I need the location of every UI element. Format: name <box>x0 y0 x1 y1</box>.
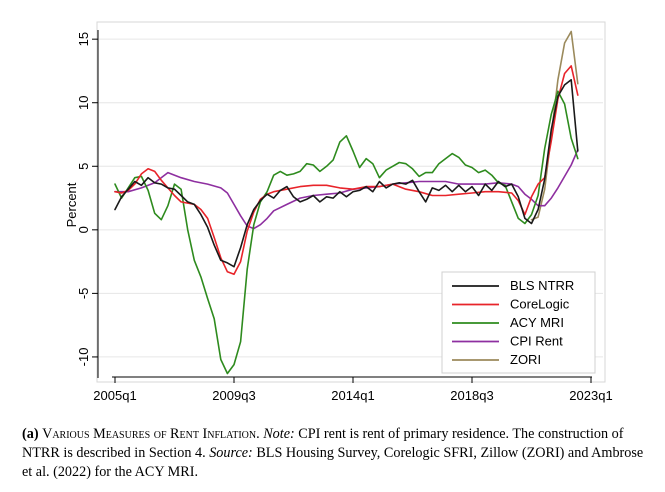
x-tick-label: 2005q1 <box>93 388 136 403</box>
series-line-corelogic <box>114 65 579 276</box>
legend-label: BLS NTRR <box>510 278 574 293</box>
caption-source-text: BLS Housing Survey, Corelogic SFRI, Zill… <box>22 445 644 480</box>
series-line-zori <box>530 30 579 221</box>
legend-label: ZORI <box>510 352 541 367</box>
x-tick-label: 2014q1 <box>331 388 374 403</box>
caption-title: Various Measures of Rent Inflation. <box>42 426 260 442</box>
plot-series <box>114 30 579 375</box>
line-chart: 15 10 5 0 -5 -10 2005q1 2009q3 2014q1 2018q3 2023… <box>64 21 613 403</box>
x-tick-label: 2018q3 <box>450 388 493 403</box>
legend-items: BLS NTRR CoreLogic ACY MRI CPI Rent ZORI <box>452 278 574 367</box>
figure-caption: (a) Various Measures of Rent Inflation. … <box>22 425 647 482</box>
y-tick-label: -10 <box>76 348 91 367</box>
x-axis-ticks: 2005q1 2009q3 2014q1 2018q3 2023q1 <box>93 377 613 403</box>
caption-label: (a) <box>22 426 39 442</box>
caption-note-text: CPI rent is rent of primary residence. T… <box>22 426 624 461</box>
legend-label: ACY MRI <box>510 315 564 330</box>
y-axis-ticks: 15 10 5 0 -5 -10 <box>76 32 98 366</box>
plot-area-frame <box>96 21 606 383</box>
y-tick-label: 5 <box>76 163 91 170</box>
y-tick-label: 10 <box>76 95 91 109</box>
y-tick-label: 15 <box>76 32 91 46</box>
caption-note-label: Note: <box>263 426 295 442</box>
y-tick-label: 0 <box>76 226 91 233</box>
legend: BLS NTRR CoreLogic ACY MRI CPI Rent ZORI <box>441 271 596 374</box>
x-tick-label: 2023q1 <box>569 388 612 403</box>
y-axis-title: Percent <box>64 182 79 227</box>
legend-label: CPI Rent <box>510 334 563 349</box>
series-line-bls-ntrr <box>114 79 579 268</box>
y-tick-label: -5 <box>76 288 91 300</box>
x-tick-label: 2009q3 <box>212 388 255 403</box>
legend-label: CoreLogic <box>510 297 570 312</box>
caption-source-label: Source: <box>209 445 253 461</box>
